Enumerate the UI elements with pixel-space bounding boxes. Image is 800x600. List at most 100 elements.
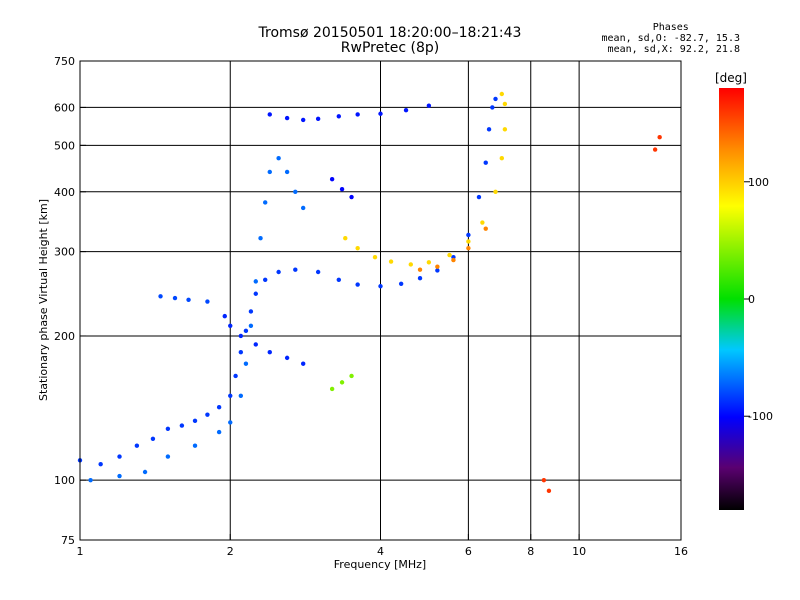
data-point (652, 147, 658, 152)
data-points (77, 91, 662, 494)
data-point (466, 239, 471, 244)
data-point (403, 108, 409, 113)
data-point (192, 418, 198, 424)
data-point (228, 393, 233, 399)
data-point (88, 477, 93, 483)
data-point (216, 405, 222, 410)
x-tick-label: 1 (77, 545, 84, 558)
data-point (343, 235, 348, 241)
data-point (192, 443, 198, 448)
data-point (258, 235, 263, 241)
data-point (228, 420, 233, 425)
colorbar-ticks: -100 0 100 (744, 176, 773, 423)
data-point (243, 328, 249, 334)
data-point (657, 134, 662, 140)
data-point (493, 96, 498, 102)
data-point (447, 252, 452, 258)
data-point (253, 342, 258, 347)
phase-stats: Phases mean, sd,O: -82.7, 15.3 mean, sd,… (602, 22, 740, 55)
data-point (541, 477, 547, 483)
data-point (233, 373, 238, 379)
data-point (134, 443, 140, 448)
data-point (546, 488, 552, 494)
data-point (276, 156, 281, 161)
data-point (267, 169, 272, 175)
data-point (476, 194, 482, 200)
data-point (267, 112, 272, 117)
data-point (493, 189, 498, 194)
data-point (142, 469, 148, 475)
data-point (300, 361, 306, 366)
data-point (398, 281, 404, 286)
data-point (388, 259, 394, 264)
data-point (228, 323, 233, 329)
data-point (349, 194, 354, 200)
data-point (417, 267, 423, 272)
y-tick-label: 75 (61, 534, 75, 547)
x-tick-label: 4 (377, 545, 384, 558)
colorbar-tick-label: 100 (748, 176, 769, 189)
data-point (466, 245, 471, 251)
data-point (117, 454, 122, 459)
data-point (499, 91, 505, 97)
data-point (222, 313, 227, 319)
data-point (165, 454, 171, 459)
data-point (355, 282, 360, 287)
data-point (284, 169, 290, 175)
data-point (339, 380, 345, 385)
x-axis-ticks: 1 2 4 6 8 10 16 (77, 534, 688, 558)
data-point (480, 220, 485, 225)
y-tick-label: 200 (54, 330, 75, 343)
data-point (284, 115, 290, 121)
data-point (158, 294, 163, 299)
data-point (355, 245, 360, 251)
data-point (486, 127, 492, 132)
data-point (329, 176, 335, 182)
data-point (502, 127, 508, 132)
x-tick-label: 6 (465, 545, 472, 558)
data-point (336, 277, 342, 282)
x-tick-label: 2 (227, 545, 234, 558)
data-point (315, 116, 321, 122)
data-point (499, 156, 505, 161)
data-point (253, 279, 258, 284)
phase-stats-heading: Phases (652, 22, 689, 33)
data-point (253, 291, 258, 296)
y-tick-label: 750 (54, 55, 75, 68)
data-point (238, 393, 244, 399)
x-tick-label: 16 (674, 545, 688, 558)
data-point (355, 112, 360, 117)
data-point (293, 267, 298, 272)
data-point (238, 333, 244, 339)
data-point (205, 299, 210, 304)
data-point (300, 205, 306, 211)
data-point (336, 114, 342, 119)
data-point (284, 355, 290, 361)
data-point (276, 269, 281, 275)
data-point (417, 276, 423, 281)
data-point (216, 429, 222, 435)
data-point (179, 423, 185, 428)
data-point (98, 461, 103, 467)
data-point (315, 269, 321, 275)
data-point (483, 226, 488, 231)
x-tick-label: 10 (572, 545, 586, 558)
phase-stats-x: mean, sd,X: 92.2, 21.8 (607, 44, 740, 55)
data-point (248, 323, 254, 329)
colorbar (719, 88, 744, 510)
y-axis-ticks: 75 100 200 300 400 500 600 750 (54, 55, 86, 547)
data-point (435, 264, 440, 269)
data-point (426, 260, 432, 265)
data-point (267, 349, 272, 355)
data-point (329, 386, 335, 392)
data-point (466, 232, 471, 238)
data-point (349, 373, 354, 379)
data-point (300, 117, 306, 123)
data-point (243, 361, 249, 366)
data-point (408, 262, 413, 267)
data-point (490, 105, 495, 110)
data-point (205, 412, 210, 417)
data-point (435, 268, 440, 273)
data-point (372, 255, 378, 260)
